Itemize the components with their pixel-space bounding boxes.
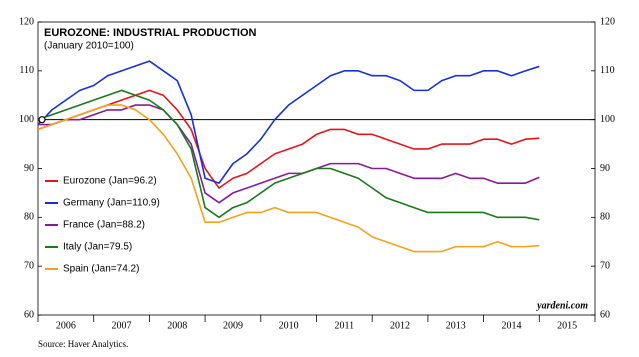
series-line	[37, 104, 540, 253]
y-tick-label: 90	[24, 163, 34, 174]
y2-tick-label: 90	[600, 163, 610, 174]
legend-label: France (Jan=88.2)	[63, 220, 145, 231]
watermark: yardeni.com	[536, 300, 588, 311]
y2-tick-label: 110	[600, 65, 615, 76]
y-tick-label: 120	[19, 16, 34, 27]
series-line	[37, 89, 540, 189]
reference-marker	[38, 116, 46, 124]
y-tick-label: 70	[24, 260, 34, 271]
y2-tick-label: 70	[600, 260, 610, 271]
series-line	[37, 89, 540, 221]
x-tick-label: 2013	[446, 320, 466, 331]
x-tick-label: 2014	[501, 320, 521, 331]
chart-subtitle: (January 2010=100)	[44, 41, 134, 52]
y2-tick-label: 120	[600, 16, 615, 27]
x-tick-label: 2012	[390, 320, 410, 331]
x-tick-label: 2007	[112, 320, 132, 331]
x-tick-label: 2010	[279, 320, 299, 331]
chart-title: EUROZONE: INDUSTRIAL PRODUCTION	[44, 27, 257, 39]
x-tick-label: 2006	[56, 320, 76, 331]
series-line	[37, 60, 540, 184]
x-tick-label: 2015	[557, 320, 577, 331]
source-note: Source: Haver Analytics.	[38, 339, 128, 349]
y2-tick-label: 100	[600, 114, 615, 125]
y-tick-label: 60	[24, 309, 34, 320]
legend-label: Eurozone (Jan=96.2)	[63, 176, 157, 187]
legend-label: Germany (Jan=110.9)	[63, 198, 160, 209]
x-tick-label: 2008	[167, 320, 187, 331]
y2-tick-label: 60	[600, 309, 610, 320]
x-tick-label: 2011	[335, 320, 355, 331]
series-line	[38, 104, 540, 204]
legend-label: Spain (Jan=74.2)	[63, 264, 139, 275]
legend-label: Italy (Jan=79.5)	[63, 242, 132, 253]
x-tick-label: 2009	[223, 320, 243, 331]
y-tick-label: 110	[19, 65, 34, 76]
y-tick-label: 100	[19, 114, 34, 125]
y-tick-label: 80	[24, 212, 34, 223]
y2-tick-label: 80	[600, 212, 610, 223]
